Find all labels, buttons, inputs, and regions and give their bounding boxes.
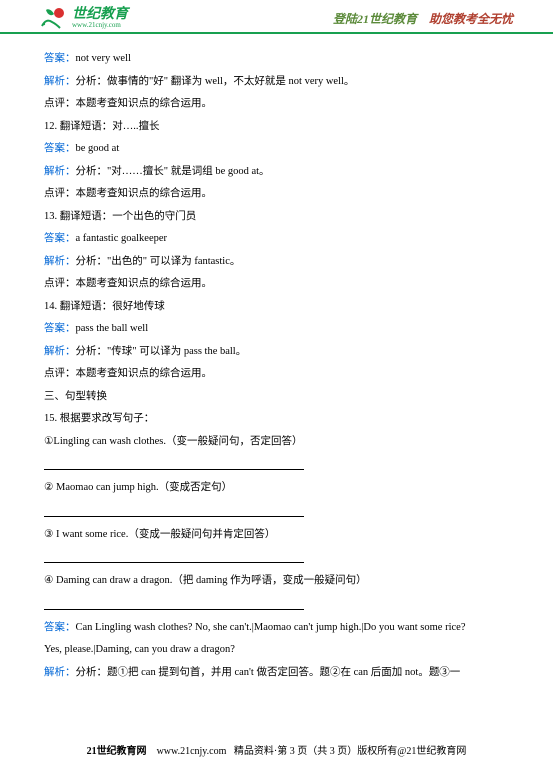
text-span: 12. 翻译短语：对…..擅长 xyxy=(44,121,160,132)
text-span: 三、句型转换 xyxy=(44,391,107,402)
text-span: 点评：本题考查知识点的综合运用。 xyxy=(44,188,212,199)
text-span: 点评：本题考查知识点的综合运用。 xyxy=(44,98,212,109)
text-span: 点评：本题考查知识点的综合运用。 xyxy=(44,368,212,379)
text-line: 答案：Can Lingling wash clothes? No, she ca… xyxy=(44,617,509,639)
text-line: 答案：pass the ball well xyxy=(44,318,509,340)
text-span: 解析： xyxy=(44,667,76,678)
text-line: 点评：本题考查知识点的综合运用。 xyxy=(44,363,509,385)
text-span: 分析："对……擅长" 就是词组 be good at。 xyxy=(76,166,270,177)
text-span: a fantastic goalkeeper xyxy=(76,233,168,244)
text-span: 答案： xyxy=(44,323,76,334)
text-span: 13. 翻译短语：一个出色的守门员 xyxy=(44,211,196,222)
slogan-left: 登陆21世纪教育 xyxy=(333,12,417,26)
footer-url: www.21cnjy.com xyxy=(157,746,227,757)
text-line: ③ I want some rice.（变成一般疑问句并肯定回答） xyxy=(44,524,509,546)
text-line: ④ Daming can draw a dragon.（把 daming 作为呼… xyxy=(44,570,509,592)
header-slogan: 登陆21世纪教育 助您教考全无忧 xyxy=(333,10,513,27)
text-line: 答案：be good at xyxy=(44,138,509,160)
answer-blank xyxy=(44,456,304,470)
text-span: ② Maomao can jump high.（变成否定句） xyxy=(44,482,232,493)
text-span: 答案： xyxy=(44,233,76,244)
text-span: 分析："传球" 可以译为 pass the ball。 xyxy=(76,346,247,357)
text-line: 点评：本题考查知识点的综合运用。 xyxy=(44,183,509,205)
text-span: 15. 根据要求改写句子： xyxy=(44,413,154,424)
logo-cn: 世纪教育 xyxy=(72,8,128,22)
text-span: 答案： xyxy=(44,622,76,633)
text-span: 解析： xyxy=(44,346,76,357)
footer-site: 21世纪教育网 xyxy=(87,746,147,757)
text-line: 解析：分析：题①把 can 提到句首，并用 can't 做否定回答。题②在 ca… xyxy=(44,662,509,684)
text-span: 分析：题①把 can 提到句首，并用 can't 做否定回答。题②在 can 后… xyxy=(76,667,461,678)
text-span: be good at xyxy=(76,143,120,154)
text-line: ①Lingling can wash clothes.（变一般疑问句，否定回答） xyxy=(44,431,509,453)
text-line: 解析：分析："传球" 可以译为 pass the ball。 xyxy=(44,341,509,363)
text-span: 解析： xyxy=(44,166,76,177)
text-line: 解析：分析："出色的" 可以译为 fantastic。 xyxy=(44,251,509,273)
answer-blank xyxy=(44,549,304,563)
text-line: 答案：a fantastic goalkeeper xyxy=(44,228,509,250)
logo-icon xyxy=(40,6,68,30)
text-line: 解析：分析："对……擅长" 就是词组 be good at。 xyxy=(44,161,509,183)
text-span: ①Lingling can wash clothes.（变一般疑问句，否定回答） xyxy=(44,436,302,447)
page-footer: 21世纪教育网 www.21cnjy.com 精品资料·第 3 页（共 3 页）… xyxy=(0,742,553,757)
text-line: ② Maomao can jump high.（变成否定句） xyxy=(44,477,509,499)
text-line: 12. 翻译短语：对…..擅长 xyxy=(44,116,509,138)
text-span: 答案： xyxy=(44,53,76,64)
text-span: pass the ball well xyxy=(76,323,149,334)
logo-text: 世纪教育 www.21cnjy.com xyxy=(72,8,128,29)
text-line: 答案：not very well xyxy=(44,48,509,70)
text-span: not very well xyxy=(76,53,131,64)
text-span: 答案： xyxy=(44,143,76,154)
text-line: 14. 翻译短语：很好地传球 xyxy=(44,296,509,318)
text-line: Yes, please.|Daming, can you draw a drag… xyxy=(44,639,509,661)
text-span: ③ I want some rice.（变成一般疑问句并肯定回答） xyxy=(44,529,275,540)
text-span: 14. 翻译短语：很好地传球 xyxy=(44,301,165,312)
footer-mid: 精品资料·第 3 页（共 3 页）版权所有@21世纪教育网 xyxy=(234,746,467,757)
text-line: 点评：本题考查知识点的综合运用。 xyxy=(44,93,509,115)
text-line: 三、句型转换 xyxy=(44,386,509,408)
text-span: 解析： xyxy=(44,76,76,87)
answer-blank xyxy=(44,596,304,610)
text-span: Yes, please.|Daming, can you draw a drag… xyxy=(44,644,235,655)
page-header: 世纪教育 www.21cnjy.com 登陆21世纪教育 助您教考全无忧 xyxy=(0,0,553,34)
text-line: 解析：分析：做事情的"好" 翻译为 well，不太好就是 not very we… xyxy=(44,71,509,93)
text-span: Can Lingling wash clothes? No, she can't… xyxy=(76,622,466,633)
logo: 世纪教育 www.21cnjy.com xyxy=(40,6,128,30)
document-body: 答案：not very well解析：分析：做事情的"好" 翻译为 well，不… xyxy=(0,34,553,683)
text-span: ④ Daming can draw a dragon.（把 daming 作为呼… xyxy=(44,575,367,586)
answer-blank xyxy=(44,503,304,517)
logo-url: www.21cnjy.com xyxy=(72,22,128,29)
text-span: 分析："出色的" 可以译为 fantastic。 xyxy=(76,256,241,267)
text-line: 15. 根据要求改写句子： xyxy=(44,408,509,430)
slogan-right: 助您教考全无忧 xyxy=(429,12,513,26)
text-span: 解析： xyxy=(44,256,76,267)
text-line: 点评：本题考查知识点的综合运用。 xyxy=(44,273,509,295)
text-span: 分析：做事情的"好" 翻译为 well，不太好就是 not very well。 xyxy=(76,76,355,87)
text-line: 13. 翻译短语：一个出色的守门员 xyxy=(44,206,509,228)
text-span: 点评：本题考查知识点的综合运用。 xyxy=(44,278,212,289)
